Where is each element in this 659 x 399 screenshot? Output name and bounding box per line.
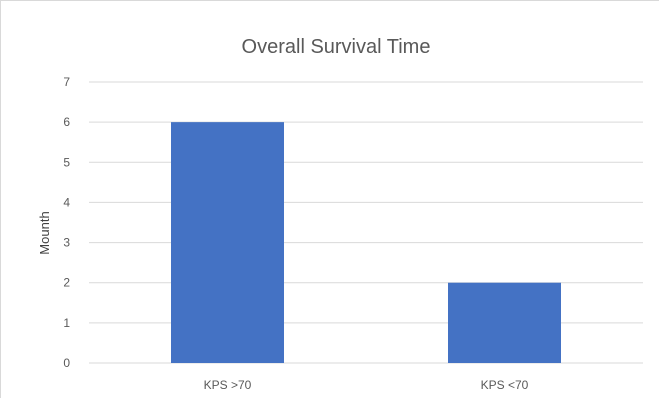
y-tick-label: 7 [63,75,70,89]
bar-kps-70 [171,122,284,364]
y-tick-label: 3 [63,236,70,250]
y-tick-label: 4 [63,195,70,209]
x-tick-label: KPS >70 [204,378,252,392]
y-tick-label: 6 [63,115,70,129]
x-axis-ticks: KPS >70 KPS <70 [204,378,529,392]
bar-kps-70 [448,282,561,363]
y-tick-label: 2 [63,276,70,290]
y-axis-label: Mounth [37,211,52,254]
y-tick-label: 5 [63,155,70,169]
y-axis-ticks: 0 1 2 3 4 5 6 7 [63,75,70,370]
bars [171,122,561,364]
y-tick-label: 0 [63,356,70,370]
x-tick-label: KPS <70 [481,378,529,392]
chart-title: Overall Survival Time [242,36,431,58]
y-tick-label: 1 [63,316,70,330]
